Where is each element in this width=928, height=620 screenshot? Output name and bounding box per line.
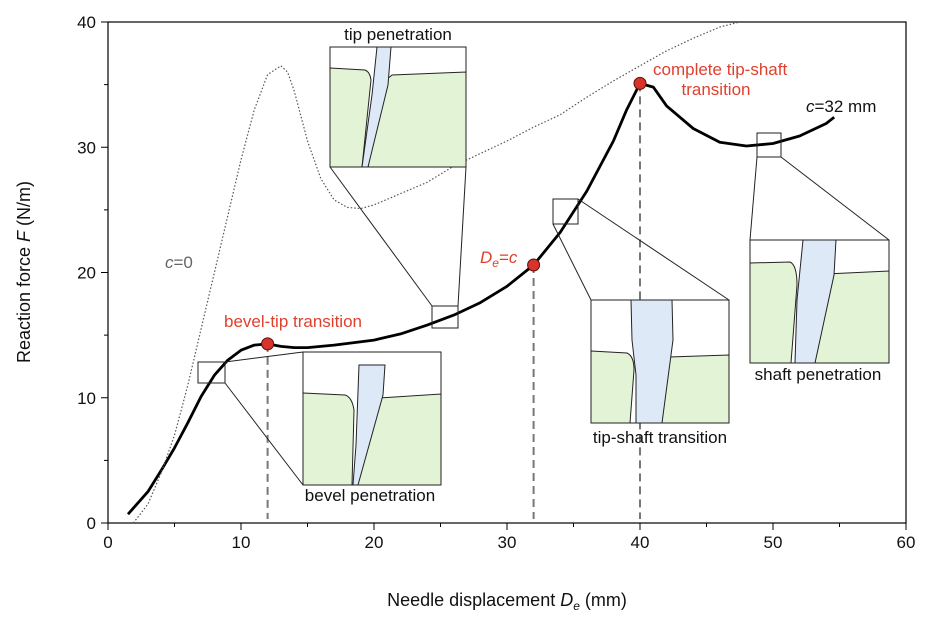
x-axis-label: Needle displacement De (mm) — [387, 590, 627, 613]
connector — [458, 167, 466, 306]
x-tick-label: 30 — [498, 533, 517, 552]
y-tick-label: 10 — [77, 389, 96, 408]
y-tick-label: 20 — [77, 264, 96, 283]
annotation: complete tip-shaft — [653, 60, 787, 79]
text-part: (mm) — [580, 590, 627, 610]
connector — [225, 383, 303, 485]
y-tick-label: 30 — [77, 138, 96, 157]
series-line — [128, 83, 834, 514]
event-point — [528, 259, 540, 271]
x-tick-label: 20 — [365, 533, 384, 552]
connector — [750, 157, 757, 240]
inset-shaft — [750, 240, 889, 363]
text-part: c — [509, 248, 518, 267]
series-label: c=0 — [165, 253, 193, 272]
chart: 0 10 20 30 40 50 60 0 10 20 30 40 — [0, 0, 928, 615]
connector — [330, 167, 432, 306]
text-part: Needle displacement — [387, 590, 560, 610]
inset-tip-shaft — [591, 300, 729, 423]
y-tick-label: 0 — [87, 514, 96, 533]
y-axis-label: Reaction force F (N/m) — [14, 181, 34, 363]
connector — [578, 199, 729, 300]
text-part: Reaction force — [14, 242, 34, 363]
inset-label: tip-shaft transition — [593, 428, 727, 447]
text-part: =0 — [174, 253, 193, 272]
x-tick-label: 50 — [764, 533, 783, 552]
inset-tip — [330, 47, 466, 167]
text-part: =32 mm — [815, 97, 877, 116]
x-tick-label: 10 — [232, 533, 251, 552]
event-point — [634, 77, 646, 89]
connector — [781, 157, 889, 240]
inset-label: shaft penetration — [755, 365, 882, 384]
text-part: = — [499, 248, 509, 267]
zoom-insets — [198, 47, 889, 485]
x-tick-label: 40 — [631, 533, 650, 552]
inset-label: tip penetration — [344, 25, 452, 44]
event-point — [262, 338, 274, 350]
annotation: transition — [682, 80, 751, 99]
text-part: D — [480, 248, 492, 267]
text-part: (N/m) — [14, 181, 34, 231]
inset-bevel — [303, 352, 441, 485]
connector — [553, 224, 591, 300]
series-label: c=32 mm — [806, 97, 876, 116]
x-tick-label: 0 — [103, 533, 112, 552]
annotation: bevel-tip transition — [224, 312, 362, 331]
x-tick-label: 60 — [897, 533, 916, 552]
annotation: De=c — [480, 248, 518, 270]
inset-label: bevel penetration — [305, 486, 435, 505]
y-tick-label: 40 — [77, 13, 96, 32]
text-part: D — [560, 590, 573, 610]
